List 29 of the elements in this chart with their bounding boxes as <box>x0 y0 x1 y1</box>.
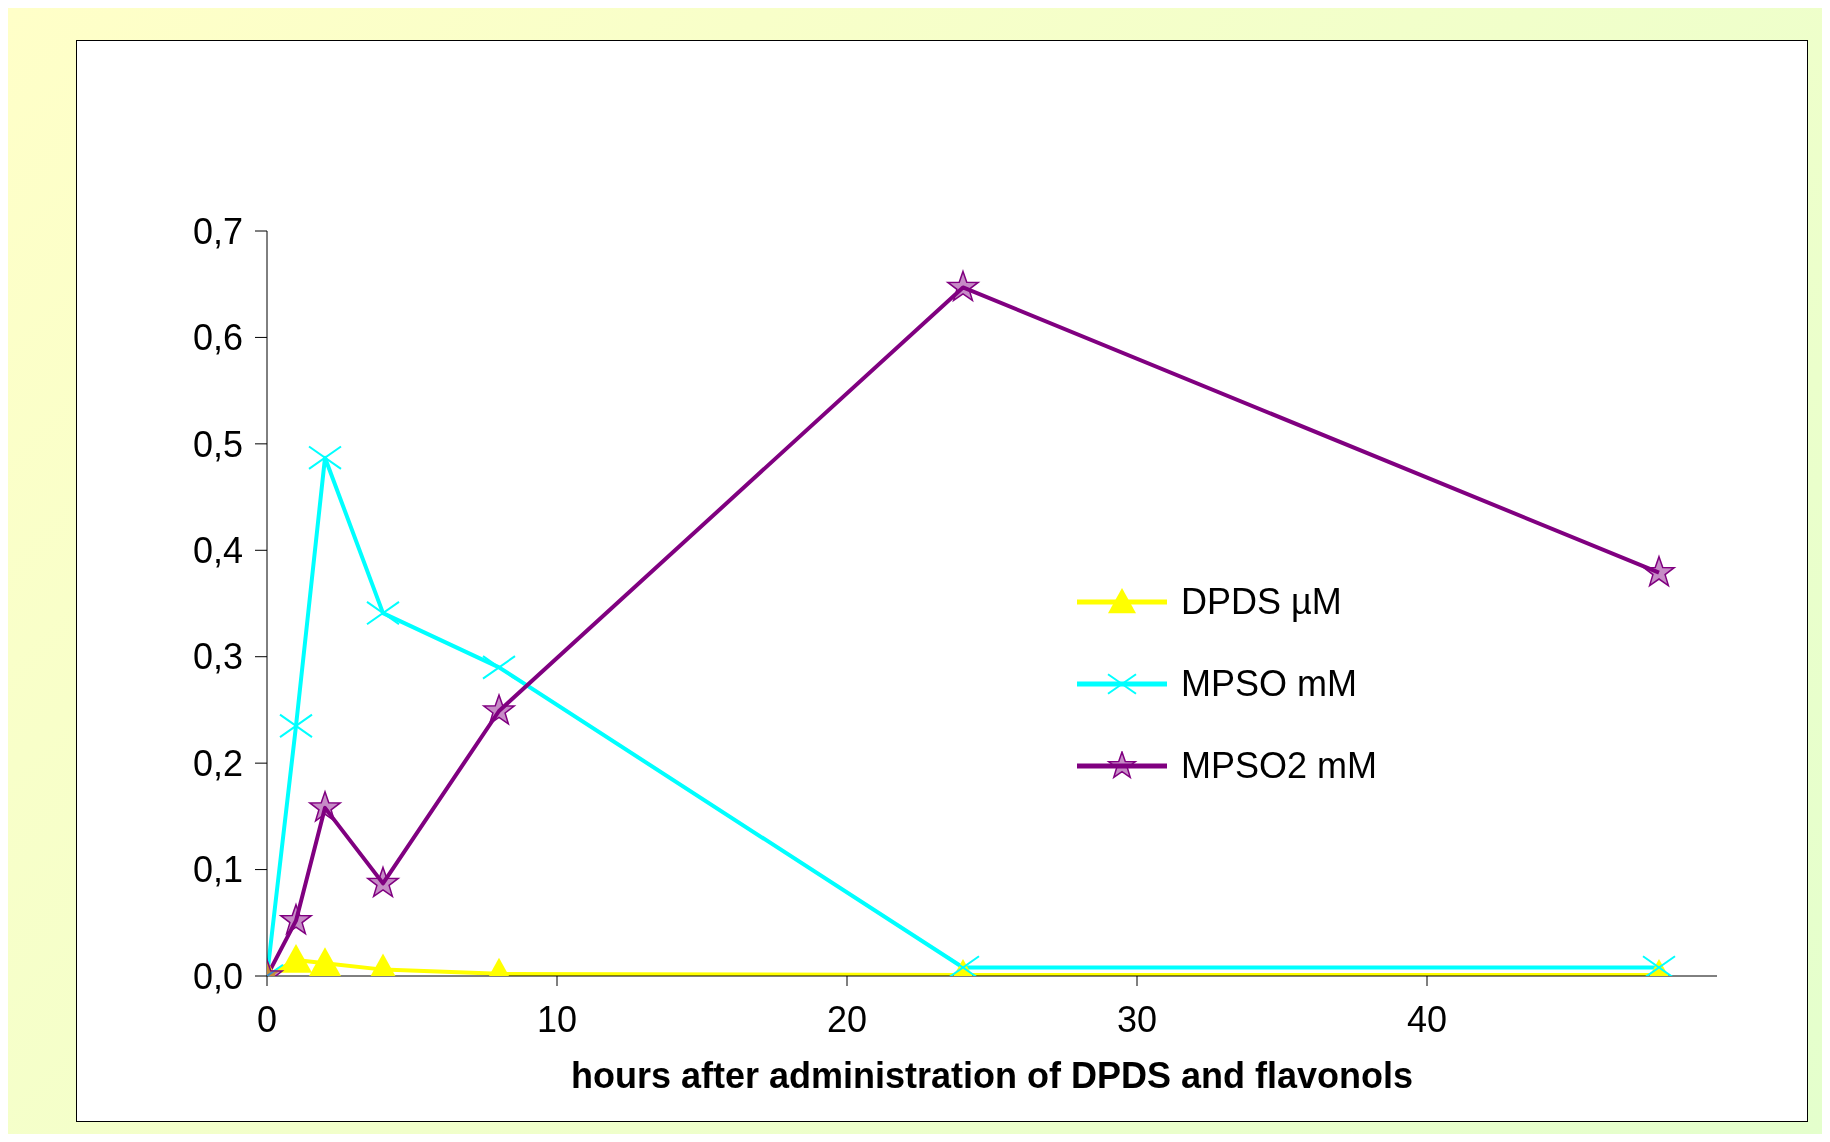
y-tick-label: 0,1 <box>192 849 243 891</box>
y-tick-label: 0,7 <box>192 210 243 252</box>
point <box>483 694 515 725</box>
y-tick-label: 0,5 <box>192 423 243 465</box>
point <box>1643 555 1675 587</box>
point <box>279 713 313 739</box>
y-tick-label: 0,0 <box>192 955 243 997</box>
x-tick-label: 0 <box>256 998 278 1040</box>
x-tick-label: 30 <box>1116 998 1158 1040</box>
x-tick-label: 10 <box>536 998 578 1040</box>
point <box>309 791 341 822</box>
point <box>309 947 341 976</box>
y-tick-label: 0,3 <box>192 636 243 678</box>
x-axis-title: hours after administration of DPDS and flavonols <box>570 1055 1414 1096</box>
y-tick-label: 0,4 <box>192 530 243 572</box>
x-tick-label: 20 <box>826 998 868 1040</box>
point <box>367 866 399 898</box>
x-tick-label: 40 <box>1406 998 1448 1040</box>
legend-label: DPDS µM <box>1181 581 1342 623</box>
point <box>947 270 979 302</box>
legend-label: MPSO mM <box>1181 663 1357 705</box>
point <box>280 944 312 973</box>
point <box>366 600 400 626</box>
point <box>280 903 312 935</box>
y-tick-label: 0,6 <box>192 317 243 359</box>
point <box>308 445 342 470</box>
point <box>482 655 516 680</box>
y-tick-label: 0,2 <box>192 742 243 784</box>
legend-label: MPSO2 mM <box>1181 745 1378 787</box>
